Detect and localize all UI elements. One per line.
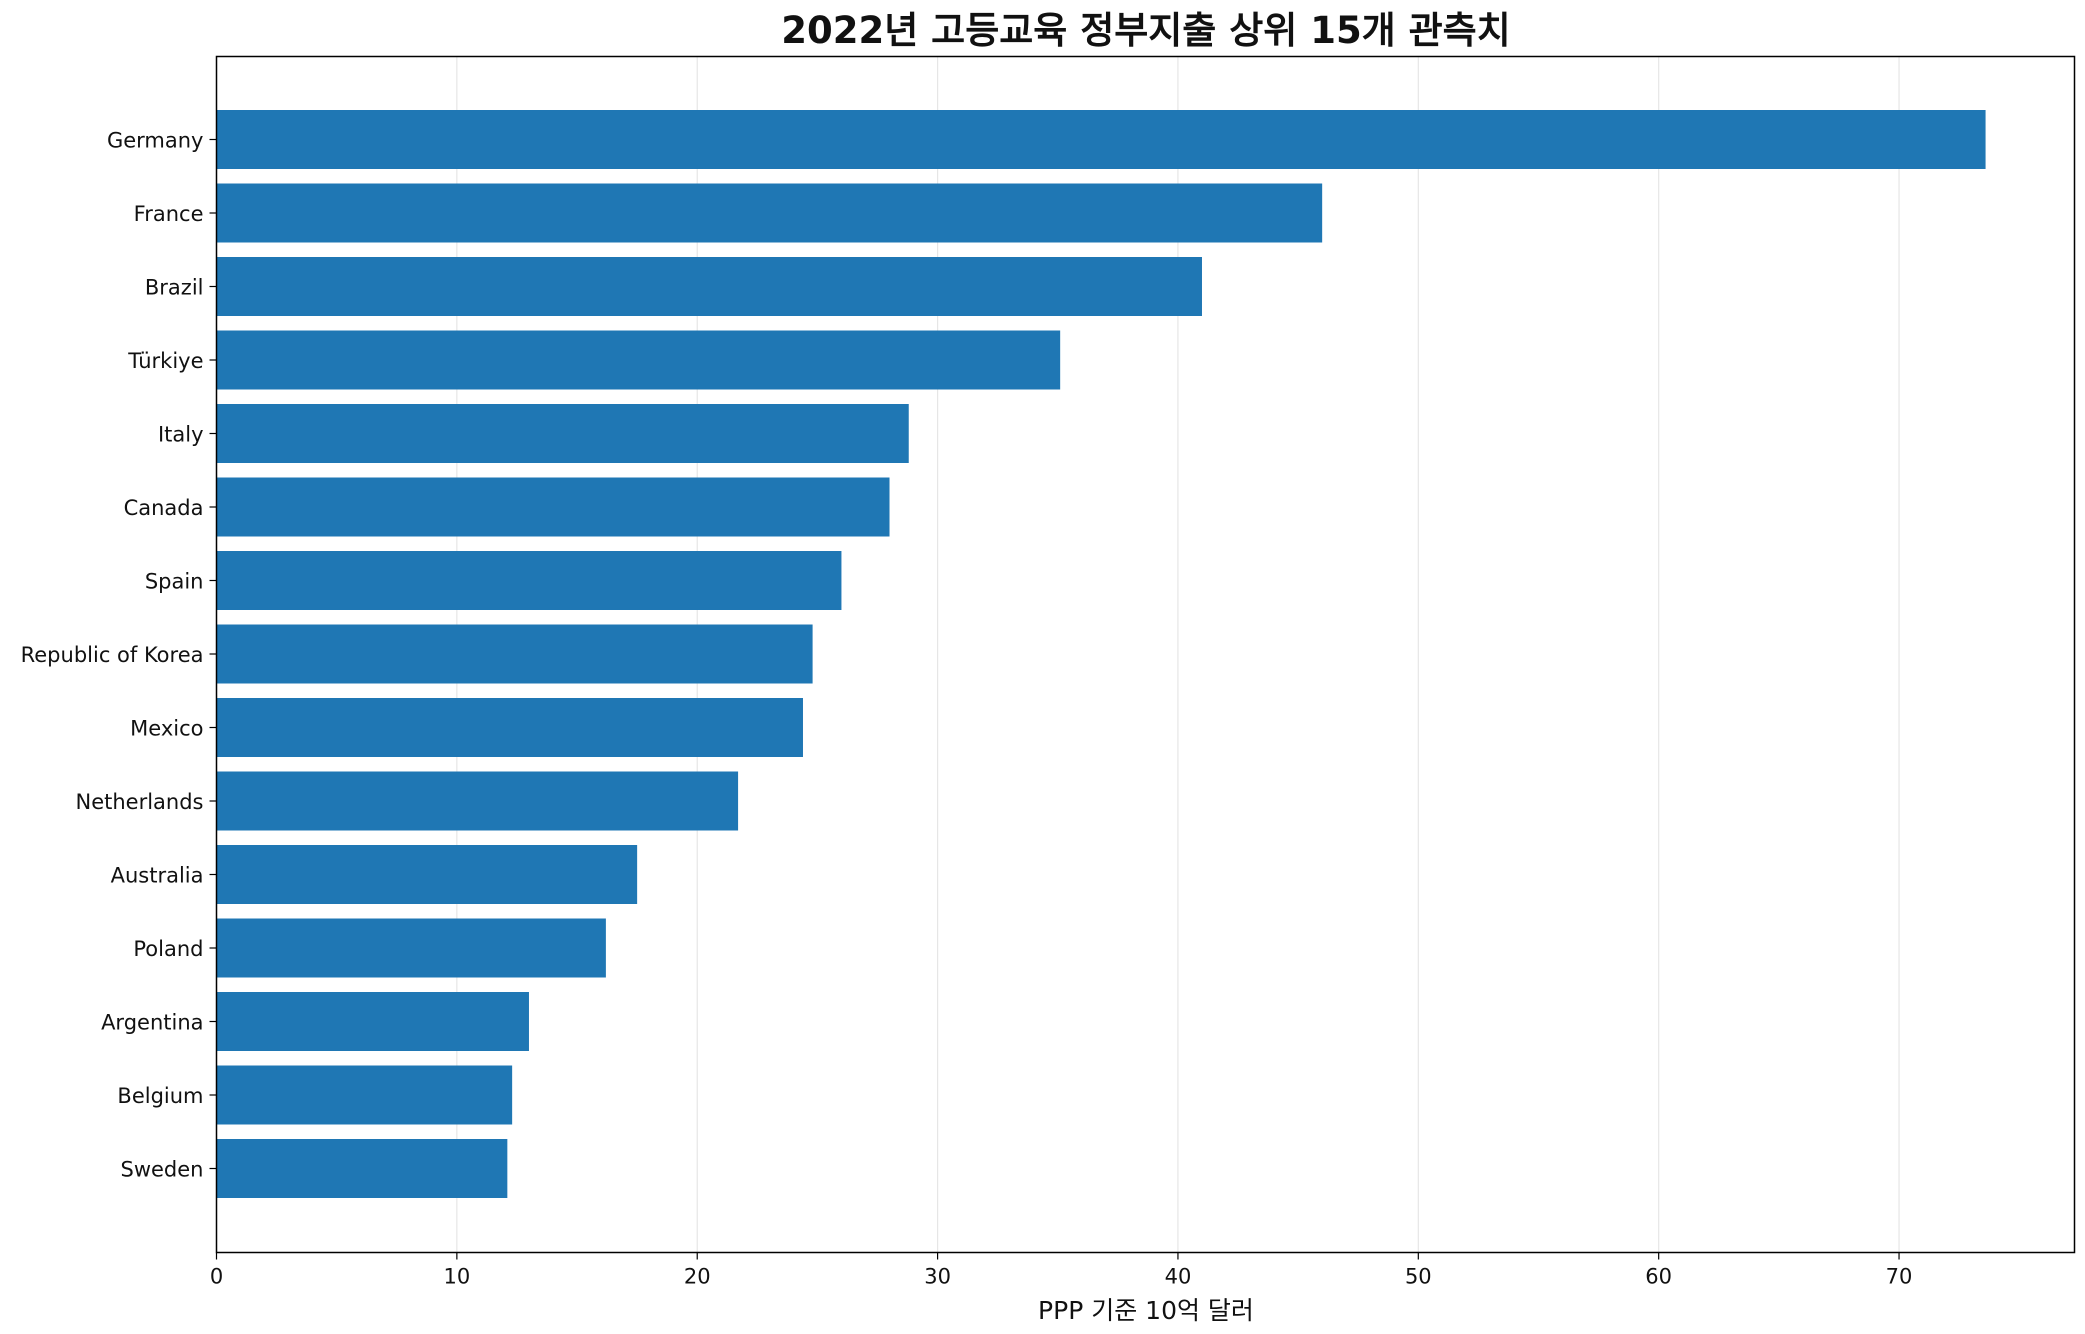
x-tick-label: 20	[684, 1265, 711, 1289]
bar	[216, 698, 803, 757]
y-axis-ticks: Germany France Brazil Türkiye Italy Canada Spa…	[21, 129, 217, 1182]
x-tick-label: 0	[210, 1265, 223, 1289]
bar	[216, 918, 606, 978]
x-tick-label: 30	[924, 1265, 951, 1289]
y-tick-label: Canada	[124, 496, 204, 520]
y-tick-label: Türkiye	[127, 349, 203, 373]
y-tick-label: Republic of Korea	[21, 643, 204, 667]
bar	[216, 1139, 508, 1198]
y-tick-label: Spain	[145, 570, 204, 594]
y-tick-label: Poland	[133, 937, 203, 961]
bar	[216, 477, 890, 537]
bar	[216, 1065, 513, 1125]
bar	[216, 624, 813, 684]
y-tick-label: Argentina	[101, 1011, 203, 1035]
y-tick-label: Italy	[158, 423, 204, 447]
x-tick-label: 10	[443, 1265, 470, 1289]
y-tick-label: Brazil	[145, 276, 204, 300]
y-tick-label: Belgium	[117, 1084, 203, 1108]
x-axis-ticks: 0 10 20 30 40 50 60 70	[210, 1252, 1913, 1289]
y-tick-label: Australia	[111, 864, 204, 888]
bar	[216, 992, 529, 1051]
bar	[216, 110, 1986, 169]
x-tick-label: 70	[1886, 1265, 1913, 1289]
x-tick-label: 60	[1645, 1265, 1672, 1289]
y-tick-label: Mexico	[130, 717, 203, 741]
x-tick-label: 50	[1405, 1265, 1432, 1289]
bar	[216, 771, 739, 831]
y-tick-label: Netherlands	[75, 790, 203, 814]
bar	[216, 257, 1202, 316]
x-axis-label: PPP 기준 10억 달러	[1038, 1296, 1254, 1325]
bar	[216, 551, 842, 610]
y-tick-label: Germany	[107, 129, 204, 153]
y-tick-label: Sweden	[121, 1158, 204, 1182]
bar	[216, 404, 909, 463]
x-tick-label: 40	[1165, 1265, 1192, 1289]
bars	[216, 110, 1986, 1198]
bar	[216, 845, 638, 904]
bar	[216, 330, 1061, 390]
bar	[216, 183, 1323, 243]
chart-title: 2022년 고등교육 정부지출 상위 15개 관측치	[781, 9, 1510, 52]
y-tick-label: France	[134, 202, 204, 226]
